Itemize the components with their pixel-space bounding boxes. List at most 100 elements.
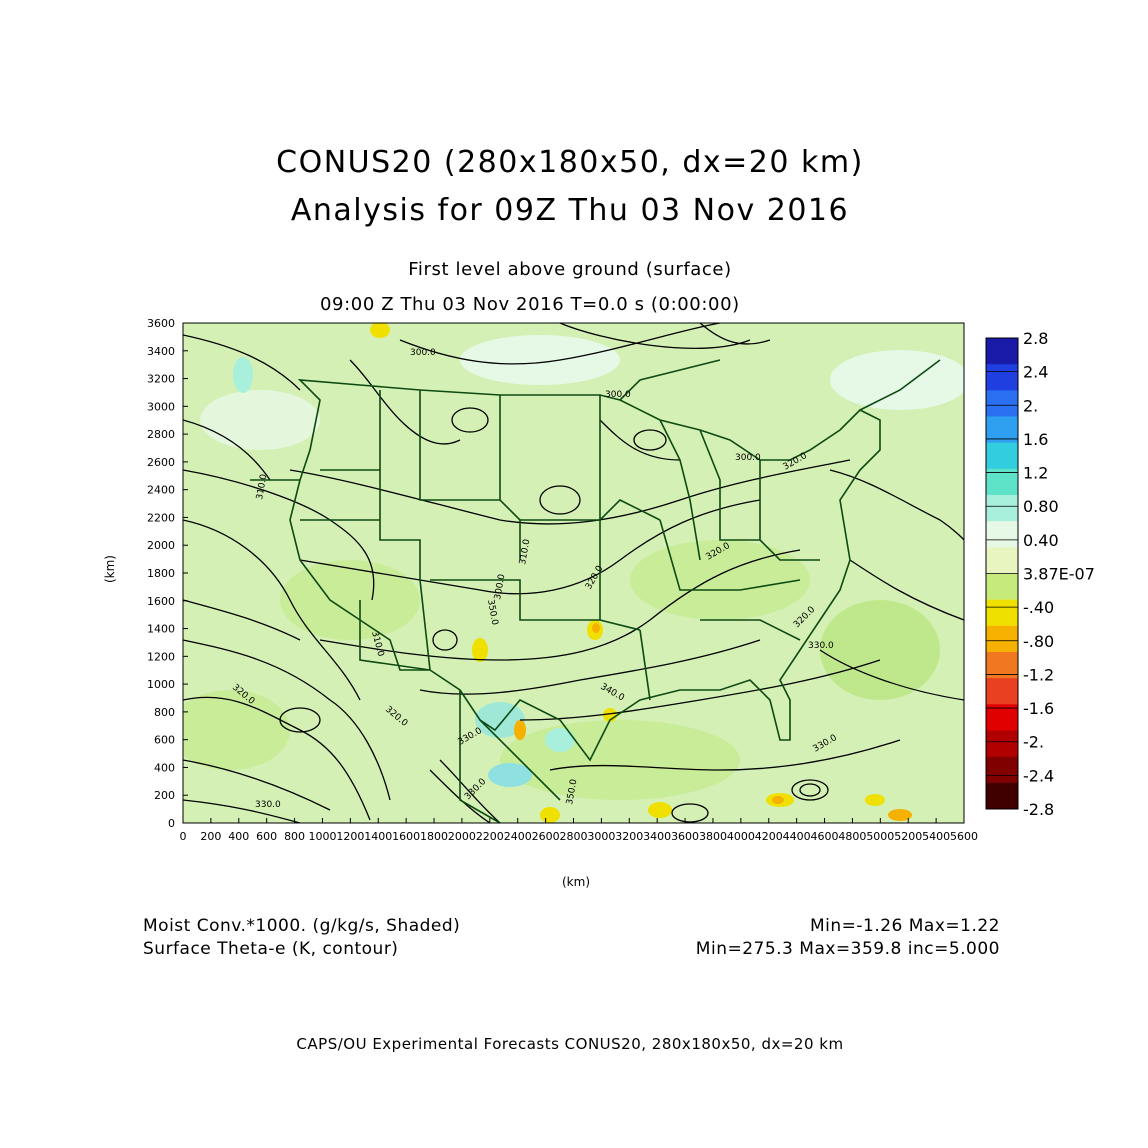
colorbar-swatch [986,495,1018,522]
x-tick-label: 3200 [615,830,643,843]
y-tick-label: 2200 [147,511,175,524]
colorbar-label: -2.4 [1023,766,1054,785]
y-tick-label: 3200 [147,373,175,386]
colorbar-swatch [986,625,1018,653]
colorbar-label: 2. [1023,396,1038,415]
x-tick-label: 5600 [950,830,978,843]
colorbar-swatch [986,704,1018,731]
x-tick-label: 2600 [532,830,560,843]
x-tick-label: 1400 [364,830,392,843]
colorbar-label: -1.6 [1023,699,1054,718]
x-tick-label: 5400 [922,830,950,843]
shaded-field-legend: Moist Conv.*1000. (g/kg/s, Shaded) [143,916,461,936]
colorbar-swatch [986,390,1018,417]
y-tick-label: 1400 [147,623,175,636]
y-tick-label: 1600 [147,595,175,608]
x-tick-label: 800 [284,830,305,843]
contour-label: 350.0 [565,778,579,805]
x-tick-label: 1800 [420,830,448,843]
x-axis-ticks: 0 200 400 600 800 1000 1200 1400 1600 1800 2000 220… [180,818,978,843]
x-tick-label: 3400 [643,830,671,843]
x-tick-label: 4200 [755,830,783,843]
colorbar-label: 2.4 [1023,363,1048,382]
contour-label: 330.0 [808,641,834,651]
y-tick-label: 1200 [147,650,175,663]
contour-label: 310.0 [518,538,532,565]
x-tick-label: 400 [228,830,249,843]
x-tick-label: 4400 [783,830,811,843]
contour-label: 350.0 [485,599,499,626]
y-tick-label: 800 [154,706,175,719]
shaded-field-range: Min=-1.26 Max=1.22 [809,916,1000,936]
y-tick-label: 2000 [147,539,175,552]
x-tick-label: 2400 [504,830,532,843]
footer-credit: CAPS/OU Experimental Forecasts CONUS20, … [296,1035,844,1053]
colorbar-swatch [986,442,1018,470]
y-tick-label: 2600 [147,456,175,469]
colorbar-label: 2.8 [1023,329,1048,348]
colorbar-label: 0.40 [1023,531,1059,550]
map-field [183,323,964,823]
colorbar-swatch [986,468,1018,496]
x-tick-label: 4600 [811,830,839,843]
y-tick-label: 200 [154,789,175,802]
x-tick-label: 2200 [476,830,504,843]
figure-title-line2: Analysis for 09Z Thu 03 Nov 2016 [290,193,850,228]
colorbar-label: -1.2 [1023,665,1054,684]
y-tick-label: 0 [168,817,175,830]
colorbar-swatch [986,678,1018,705]
x-tick-label: 4000 [727,830,755,843]
y-tick-label: 600 [154,734,175,747]
colorbar-swatch [986,730,1018,758]
y-tick-label: 1000 [147,678,175,691]
y-tick-label: 400 [154,761,175,774]
x-tick-label: 2800 [560,830,588,843]
colorbar-label: -.40 [1023,598,1054,617]
y-tick-label: 1800 [147,567,175,580]
x-tick-label: 1600 [392,830,420,843]
level-subtitle: First level above ground (surface) [408,259,732,280]
time-subtitle: 09:00 Z Thu 03 Nov 2016 T=0.0 s (0:00:00… [320,294,740,315]
x-axis-label: (km) [562,875,591,889]
x-tick-label: 0 [180,830,187,843]
contour-label: 330.0 [255,800,281,810]
colorbar-swatch [986,756,1018,784]
contour-field-legend: Surface Theta-e (K, contour) [143,939,399,959]
colorbar-label: 1.2 [1023,464,1048,483]
colorbar: 2.8 2.4 2. 1.6 1.2 0.80 0.40 3.87E-07 -.40 -.80 -1… [985,329,1095,819]
x-tick-label: 3800 [699,830,727,843]
x-tick-label: 1000 [308,830,336,843]
theta-e-contours [183,323,964,823]
contour-field-range: Min=275.3 Max=359.8 inc=5.000 [695,939,1000,959]
x-tick-label: 1200 [336,830,364,843]
colorbar-swatch [986,573,1018,601]
contour-label: 310.0 [255,473,269,500]
colorbar-swatch [986,521,1018,548]
y-axis-ticks: 0 200 400 600 800 1000 1200 1400 1600 1800 2000 220… [147,317,188,830]
y-tick-label: 2400 [147,484,175,497]
x-tick-label: 200 [200,830,221,843]
colorbar-swatch [986,547,1018,574]
contour-label: 300.0 [493,573,507,600]
boundaries [250,359,941,823]
colorbar-swatch [986,338,1018,365]
colorbar-label: -.80 [1023,632,1054,651]
x-tick-label: 600 [256,830,277,843]
colorbar-swatch [986,364,1018,391]
colorbar-swatch [986,599,1018,627]
shaded-field [183,323,964,823]
colorbar-label: -2. [1023,733,1044,752]
x-tick-label: 5200 [894,830,922,843]
figure-title-line1: CONUS20 (280x180x50, dx=20 km) [276,145,864,180]
colorbar-label: 0.80 [1023,497,1059,516]
y-tick-label: 3000 [147,400,175,413]
y-tick-label: 3600 [147,317,175,330]
x-tick-label: 3600 [671,830,699,843]
y-tick-label: 2800 [147,428,175,441]
y-tick-label: 3400 [147,345,175,358]
us-outline [289,379,881,762]
x-tick-label: 2000 [448,830,476,843]
contour-label: 300.0 [410,348,436,358]
x-tick-label: 5000 [866,830,894,843]
